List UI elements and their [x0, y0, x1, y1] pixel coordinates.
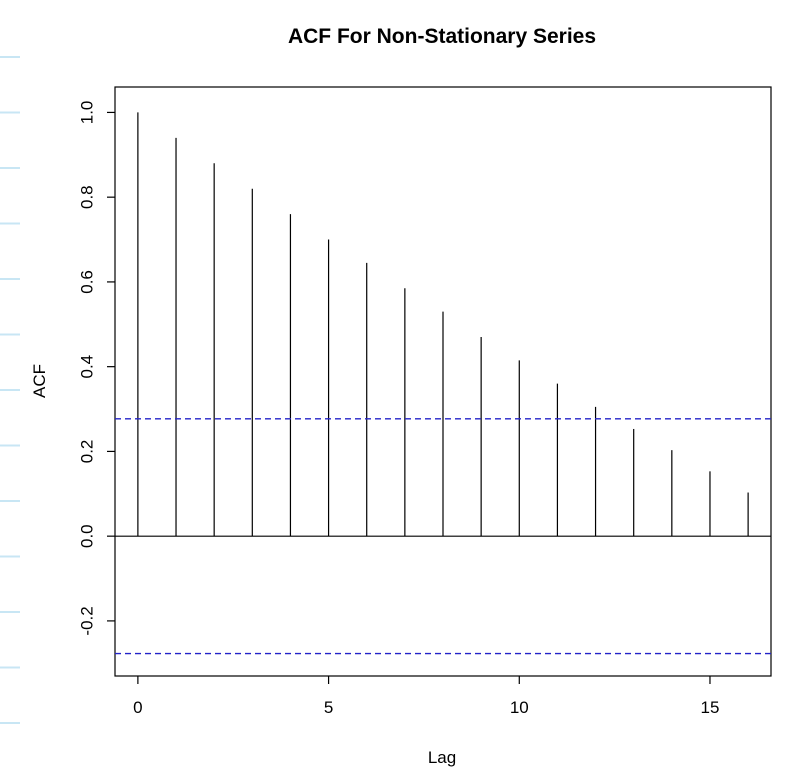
y-tick-label: 0.4	[77, 355, 96, 379]
x-tick-label: 10	[510, 698, 529, 717]
y-tick-label: 0.8	[77, 185, 96, 209]
x-axis-label: Lag	[428, 748, 456, 767]
x-axis: 0 5 10 15	[133, 676, 719, 717]
plot-area	[115, 112, 771, 655]
x-tick-label: 0	[133, 698, 142, 717]
left-edge-decoration	[0, 56, 20, 724]
y-axis: -0.2 0.0 0.2 0.4 0.6 0.8 1.0	[77, 101, 115, 636]
y-tick-label: 0.6	[77, 270, 96, 294]
y-tick-label: 0.2	[77, 440, 96, 464]
y-tick-label: 0.0	[77, 524, 96, 548]
x-tick-label: 5	[324, 698, 333, 717]
y-axis-label: ACF	[30, 364, 49, 398]
chart-title: ACF For Non-Stationary Series	[288, 25, 596, 48]
y-tick-label: 1.0	[77, 101, 96, 125]
y-tick-label: -0.2	[77, 606, 96, 635]
plot-frame	[114, 86, 772, 677]
x-tick-label: 15	[701, 698, 720, 717]
